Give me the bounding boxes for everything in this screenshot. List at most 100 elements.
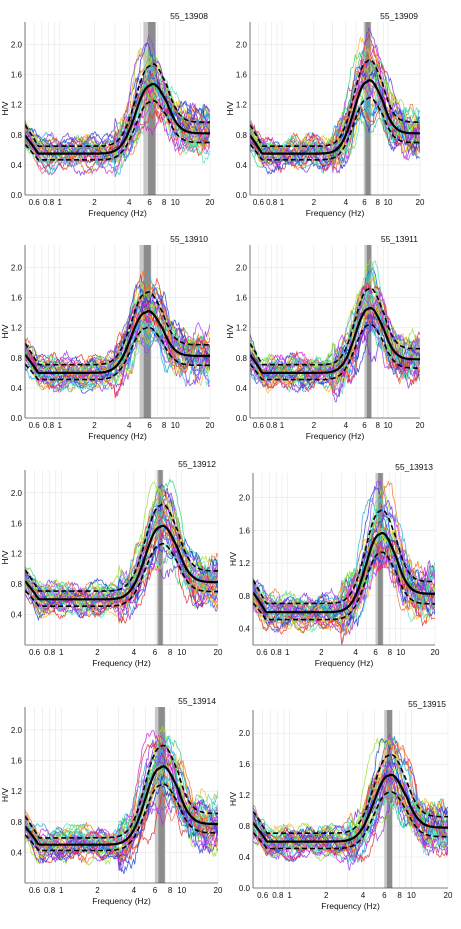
x-tick-label: 1: [59, 648, 64, 657]
window-curve: [25, 280, 210, 391]
std-minus-curve: [25, 783, 218, 852]
peak-band-inner: [386, 710, 392, 888]
y-axis-title: H/V: [0, 324, 10, 339]
y-tick-label: 0.0: [236, 414, 248, 423]
y-tick-label: 0.4: [236, 384, 248, 393]
y-tick-label: 0.4: [11, 848, 23, 857]
window-curve: [253, 760, 448, 864]
x-axis-title: Frequency (Hz): [92, 658, 151, 668]
x-tick-label: 1: [287, 891, 292, 900]
mean-curve: [250, 306, 420, 374]
window-curve: [253, 480, 435, 620]
panel-title: 55_13910: [170, 234, 208, 244]
peak-band: [156, 470, 164, 645]
x-tick-label: 1: [280, 421, 285, 430]
window-curves: [25, 478, 218, 625]
x-tick-label: 6: [362, 421, 367, 430]
x-axis-title: Frequency (Hz): [306, 431, 365, 441]
window-curves: [25, 726, 218, 875]
x-tick-label: 6: [147, 421, 152, 430]
std-plus-curve: [25, 744, 218, 839]
x-tick-label: 8: [397, 891, 402, 900]
y-tick-label: 0.8: [239, 592, 251, 601]
window-curves: [250, 26, 420, 175]
x-tick-label: 10: [171, 421, 180, 430]
y-tick-label: 0.0: [11, 414, 23, 423]
y-axis-title: H/V: [228, 792, 238, 807]
x-tick-label: 20: [444, 891, 453, 900]
y-tick-label: 1.2: [11, 787, 23, 796]
window-curve: [25, 551, 218, 619]
x-tick-label: 20: [416, 421, 425, 430]
x-tick-label: 10: [177, 648, 186, 657]
hv-statistics: [25, 291, 210, 381]
window-curve: [25, 71, 210, 171]
x-tick-label: 8: [376, 421, 381, 430]
mean-curve: [25, 765, 218, 846]
panel-title: 55_13913: [395, 462, 433, 472]
x-tick-label: 0.6: [29, 198, 41, 207]
y-tick-label: 1.6: [239, 760, 251, 769]
mean-curve: [250, 79, 420, 155]
mean-curve: [253, 773, 448, 843]
x-tick-label: 2: [92, 198, 97, 207]
axes: 0.40.81.21.62.00.6 0.8 1 2 4 6 8 10 20: [239, 473, 440, 657]
mean-curve: [25, 524, 218, 601]
peak-band-inner: [148, 22, 156, 195]
x-tick-label: 0.8: [44, 648, 56, 657]
window-curve: [25, 295, 210, 384]
y-tick-label: 0.4: [11, 161, 23, 170]
y-tick-label: 1.2: [11, 101, 23, 110]
std-minus-curve: [250, 96, 420, 161]
x-tick-label: 1: [58, 198, 63, 207]
hv-panel-7: 0.40.81.21.62.00.6 0.8 1 2 4 6 8 10 20Frequency …: [0, 696, 223, 906]
x-axis-title: Frequency (Hz): [88, 431, 147, 441]
x-tick-label: 6: [153, 648, 158, 657]
window-curve: [25, 764, 218, 869]
x-tick-label: 0.8: [266, 421, 278, 430]
panel-title: 55_13908: [170, 11, 208, 21]
panel-title: 55_13914: [178, 696, 216, 706]
x-tick-label: 0.6: [256, 648, 268, 657]
y-axis-title: H/V: [0, 788, 10, 803]
y-tick-label: 0.4: [239, 625, 251, 634]
window-curve: [250, 45, 420, 166]
y-axis-title: H/V: [225, 324, 235, 339]
x-tick-label: 2: [95, 886, 100, 895]
x-tick-label: 2: [95, 648, 100, 657]
panel-title: 55_13909: [380, 11, 418, 21]
x-tick-label: 2: [312, 198, 317, 207]
hv-panel-6: 0.40.81.21.62.00.6 0.8 1 2 4 6 8 10 20Frequency …: [228, 462, 440, 668]
x-tick-label: 10: [171, 198, 180, 207]
window-curve: [250, 70, 420, 165]
window-curve: [250, 291, 420, 382]
y-tick-label: 2.0: [236, 264, 248, 273]
x-tick-label: 4: [344, 198, 349, 207]
std-plus-curve: [25, 503, 218, 592]
y-tick-label: 0.4: [11, 611, 23, 620]
std-minus-curve: [25, 99, 210, 161]
x-tick-label: 6: [373, 648, 378, 657]
x-tick-label: 1: [285, 648, 290, 657]
y-tick-label: 0.4: [11, 384, 23, 393]
hv-statistics: [250, 287, 420, 381]
y-tick-label: 1.6: [236, 71, 248, 80]
x-tick-label: 10: [407, 891, 416, 900]
y-tick-label: 1.2: [11, 324, 23, 333]
hv-panel-8: 0.00.40.81.21.62.00.6 0.8 1 2 4 6 8 10 20Frequen…: [228, 699, 453, 911]
x-tick-label: 6: [382, 891, 387, 900]
std-minus-curve: [250, 323, 420, 381]
y-tick-label: 1.2: [236, 101, 248, 110]
x-tick-label: 4: [127, 421, 132, 430]
mean-curve: [253, 532, 435, 614]
hv-panel-1: 0.00.40.81.21.62.00.6 0.8 1 2 4 6 8 10 20Frequen…: [0, 11, 215, 218]
y-tick-label: 1.6: [239, 526, 251, 535]
y-tick-label: 1.2: [239, 791, 251, 800]
y-tick-label: 1.2: [236, 324, 248, 333]
std-plus-curve: [253, 509, 435, 605]
y-tick-label: 1.6: [11, 71, 23, 80]
window-curve: [25, 478, 218, 609]
y-tick-label: 0.0: [239, 884, 251, 893]
x-tick-label: 20: [206, 421, 215, 430]
